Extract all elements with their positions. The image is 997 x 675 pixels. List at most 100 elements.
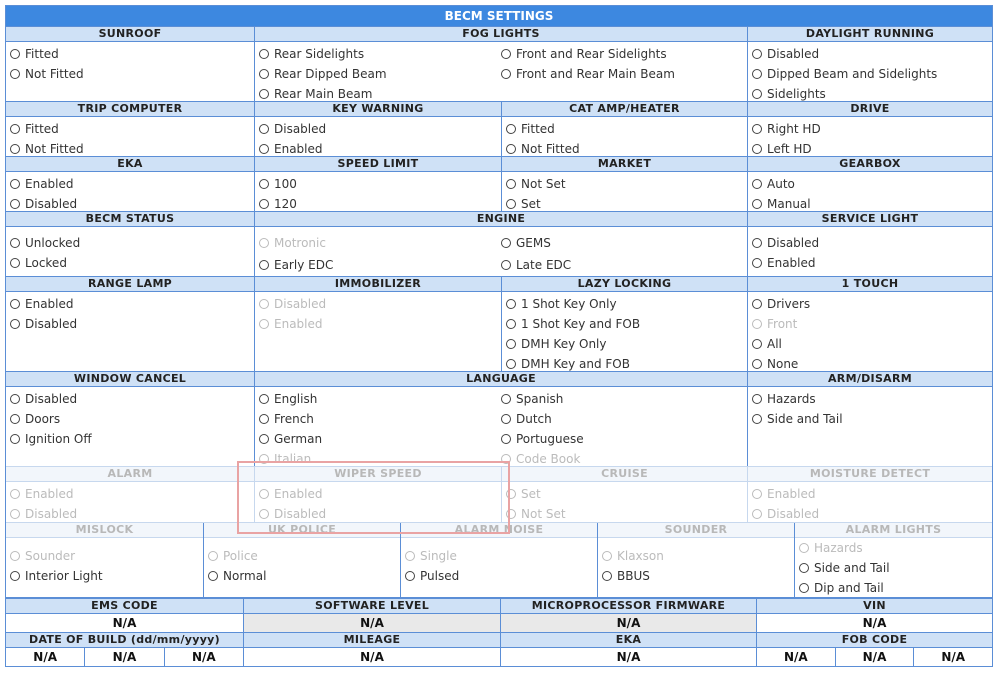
radio-icon[interactable] <box>506 489 516 499</box>
radio-noise-pulsed[interactable]: Pulsed <box>405 566 593 586</box>
radio-icon[interactable] <box>501 260 511 270</box>
radio-lang-english[interactable]: English <box>259 389 501 409</box>
radio-icon[interactable] <box>752 144 762 154</box>
radio-mislock-sounder[interactable]: Sounder <box>10 546 199 566</box>
radio-icon[interactable] <box>10 199 20 209</box>
radio-rear-dipped-beam[interactable]: Rear Dipped Beam <box>259 64 501 84</box>
radio-touch-drivers[interactable]: Drivers <box>752 294 988 314</box>
radio-eka-enabled[interactable]: Enabled <box>10 174 250 194</box>
radio-sidelights[interactable]: Sidelights <box>752 84 988 104</box>
radio-moisture-disabled[interactable]: Disabled <box>752 504 988 524</box>
radio-icon[interactable] <box>752 199 762 209</box>
radio-icon[interactable] <box>752 299 762 309</box>
radio-icon[interactable] <box>602 551 612 561</box>
radio-dmh-key[interactable]: DMH Key Only <box>506 334 743 354</box>
radio-icon[interactable] <box>259 489 269 499</box>
radio-trip-not-fitted[interactable]: Not Fitted <box>10 139 250 159</box>
radio-icon[interactable] <box>10 144 20 154</box>
radio-icon[interactable] <box>259 454 269 464</box>
radio-touch-none[interactable]: None <box>752 354 988 374</box>
radio-icon[interactable] <box>259 144 269 154</box>
radio-icon[interactable] <box>259 319 269 329</box>
radio-icon[interactable] <box>10 394 20 404</box>
radio-1shot-key-fob[interactable]: 1 Shot Key and FOB <box>506 314 743 334</box>
radio-icon[interactable] <box>501 238 511 248</box>
radio-icon[interactable] <box>752 179 762 189</box>
radio-icon[interactable] <box>501 69 511 79</box>
radio-noise-single[interactable]: Single <box>405 546 593 566</box>
radio-gearbox-manual[interactable]: Manual <box>752 194 988 214</box>
radio-police[interactable]: Police <box>208 546 396 566</box>
radio-icon[interactable] <box>501 414 511 424</box>
radio-immob-enabled[interactable]: Enabled <box>259 314 497 334</box>
radio-icon[interactable] <box>208 551 218 561</box>
radio-icon[interactable] <box>259 260 269 270</box>
radio-icon[interactable] <box>10 434 20 444</box>
radio-lang-portuguese[interactable]: Portuguese <box>501 429 743 449</box>
radio-icon[interactable] <box>259 394 269 404</box>
radio-alarm-disabled[interactable]: Disabled <box>10 504 250 524</box>
radio-touch-front[interactable]: Front <box>752 314 988 334</box>
radio-touch-all[interactable]: All <box>752 334 988 354</box>
radio-bbus[interactable]: BBUS <box>602 566 790 586</box>
radio-early-edc[interactable]: Early EDC <box>259 255 501 275</box>
radio-cruise-set[interactable]: Set <box>506 484 743 504</box>
radio-cruise-not-set[interactable]: Not Set <box>506 504 743 524</box>
radio-icon[interactable] <box>752 339 762 349</box>
radio-right-hd[interactable]: Right HD <box>752 119 988 139</box>
radio-gems[interactable]: GEMS <box>501 231 743 255</box>
radio-range-enabled[interactable]: Enabled <box>10 294 250 314</box>
radio-lang-spanish[interactable]: Spanish <box>501 389 743 409</box>
radio-unlocked[interactable]: Unlocked <box>10 233 250 253</box>
radio-service-disabled[interactable]: Disabled <box>752 233 988 253</box>
radio-icon[interactable] <box>501 454 511 464</box>
radio-lights-hazards[interactable]: Hazards <box>799 538 988 558</box>
radio-icon[interactable] <box>752 258 762 268</box>
radio-icon[interactable] <box>799 543 809 553</box>
radio-icon[interactable] <box>10 69 20 79</box>
radio-sunroof-fitted[interactable]: Fitted <box>10 44 250 64</box>
radio-icon[interactable] <box>10 509 20 519</box>
radio-icon[interactable] <box>752 49 762 59</box>
radio-icon[interactable] <box>506 299 516 309</box>
radio-cat-not-fitted[interactable]: Not Fitted <box>506 139 743 159</box>
radio-icon[interactable] <box>10 489 20 499</box>
radio-lang-dutch[interactable]: Dutch <box>501 409 743 429</box>
radio-icon[interactable] <box>208 571 218 581</box>
radio-lang-german[interactable]: German <box>259 429 501 449</box>
radio-icon[interactable] <box>10 551 20 561</box>
radio-left-hd[interactable]: Left HD <box>752 139 988 159</box>
radio-icon[interactable] <box>752 414 762 424</box>
radio-lights-dip-tail[interactable]: Dip and Tail <box>799 578 988 598</box>
radio-icon[interactable] <box>259 509 269 519</box>
radio-cat-fitted[interactable]: Fitted <box>506 119 743 139</box>
radio-icon[interactable] <box>259 89 269 99</box>
radio-window-doors[interactable]: Doors <box>10 409 250 429</box>
radio-icon[interactable] <box>752 359 762 369</box>
radio-icon[interactable] <box>506 509 516 519</box>
radio-gearbox-auto[interactable]: Auto <box>752 174 988 194</box>
radio-trip-fitted[interactable]: Fitted <box>10 119 250 139</box>
radio-lang-code-book[interactable]: Code Book <box>501 449 743 469</box>
radio-dmh-key-fob[interactable]: DMH Key and FOB <box>506 354 743 374</box>
radio-icon[interactable] <box>506 179 516 189</box>
radio-lang-french[interactable]: French <box>259 409 501 429</box>
radio-klaxson[interactable]: Klaxson <box>602 546 790 566</box>
radio-locked[interactable]: Locked <box>10 253 250 273</box>
radio-front-rear-sidelights[interactable]: Front and Rear Sidelights <box>501 44 743 64</box>
radio-speed-100[interactable]: 100 <box>259 174 497 194</box>
radio-key-disabled[interactable]: Disabled <box>259 119 497 139</box>
radio-icon[interactable] <box>799 583 809 593</box>
radio-icon[interactable] <box>405 571 415 581</box>
radio-icon[interactable] <box>259 199 269 209</box>
radio-icon[interactable] <box>501 394 511 404</box>
radio-icon[interactable] <box>259 299 269 309</box>
radio-icon[interactable] <box>752 394 762 404</box>
radio-icon[interactable] <box>752 489 762 499</box>
radio-icon[interactable] <box>752 238 762 248</box>
radio-wiper-enabled[interactable]: Enabled <box>259 484 497 504</box>
radio-icon[interactable] <box>506 124 516 134</box>
radio-icon[interactable] <box>259 69 269 79</box>
radio-icon[interactable] <box>259 434 269 444</box>
radio-key-enabled[interactable]: Enabled <box>259 139 497 159</box>
